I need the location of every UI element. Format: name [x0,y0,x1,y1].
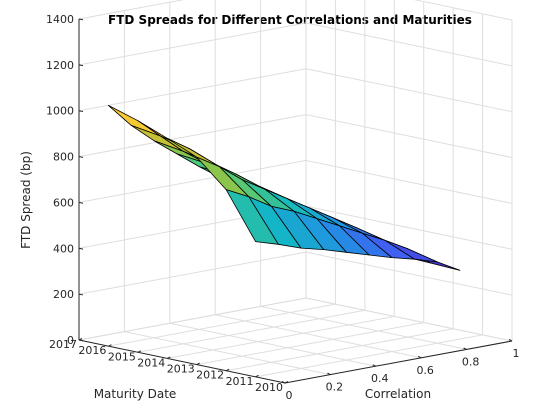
gridline [167,315,395,359]
correlation-tick-mark [372,364,377,367]
gridline [196,322,424,366]
spread-tick-label: 800 [53,151,74,164]
y-axis-label: Correlation [365,387,431,401]
gridline [169,322,376,367]
maturity-tick-label: 2016 [78,344,106,357]
maturity-tick-label: 2012 [196,369,224,382]
spread-tick-mark [78,18,84,21]
gridline [78,114,307,158]
spread-tick-label: 200 [53,288,74,301]
surface-plot [108,105,461,271]
x-axis-label: Maturity Date [94,387,177,401]
maturity-tick-mark [167,356,171,359]
maturity-tick-mark [137,350,142,353]
gridline [305,68,513,113]
z-axis-label: FTD Spread (bp) [19,151,33,249]
correlation-axis-line [284,340,513,384]
gridline [305,22,513,67]
spread-tick-mark [78,156,84,158]
surface-patch [225,189,279,245]
correlation-tick-label: 1 [513,347,520,360]
surface-patch [108,105,162,137]
maturity-tick-mark [108,344,112,347]
correlation-tick-mark [463,347,467,350]
correlation-tick-label: 0.2 [326,381,344,394]
spread-tick-label: 1000 [46,105,74,118]
gridline [260,305,467,350]
maturity-tick-label: 2013 [167,363,195,376]
gridline [137,309,365,353]
spread-tick-mark [78,110,84,113]
maturity-axis-line [78,339,286,384]
gridline [305,297,513,342]
spread-tick-mark [78,293,84,296]
correlation-tick-mark [327,372,331,376]
correlation-tick-mark [417,355,422,359]
gridline [78,0,185,20]
correlation-tick-mark [508,339,513,342]
chart-title: FTD Spreads for Different Correlations a… [108,13,472,27]
maturity-tick-mark [225,368,230,372]
gridline [305,205,513,250]
correlation-tick-label: 0 [286,389,293,402]
gridline [305,114,513,159]
spread-tick-mark [78,201,84,204]
gridline [78,159,307,203]
correlation-tick-label: 0.8 [462,355,480,368]
gridline [78,297,307,341]
maturity-tick-mark [255,374,259,378]
gridline [108,303,336,347]
maturity-tick-label: 2017 [49,338,77,351]
maturity-tick-mark [284,381,289,384]
spread-tick-label: 0 [67,334,74,347]
spread-tick-label: 600 [53,196,74,209]
gridline [124,331,331,376]
spread-tick-label: 400 [53,242,74,255]
gridline [78,251,307,295]
spread-tick-label: 1200 [46,59,74,72]
maturity-tick-label: 2011 [226,375,254,388]
gridline [255,334,483,378]
maturity-tick-mark [78,338,83,341]
spread-tick-mark [78,64,84,67]
spread-tick-mark [78,247,84,250]
spread-tick-label: 1400 [46,13,74,26]
gridline [215,314,422,359]
gridline [305,159,513,204]
maturity-tick-mark [196,362,200,366]
gridline [226,328,454,372]
tick-labels: 0200400600800100012001400201020112012201… [46,13,520,402]
correlation-tick-mark [281,381,286,384]
gridline [413,0,513,21]
correlation-tick-label: 0.6 [416,364,434,377]
maturity-tick-label: 2014 [137,356,165,369]
maturity-tick-label: 2015 [108,350,136,363]
gridline [305,251,513,296]
axes-grid [78,0,513,384]
gridline [78,68,307,112]
correlation-tick-label: 0.4 [371,372,389,385]
maturity-tick-label: 2010 [255,381,283,394]
gridline [78,22,307,66]
